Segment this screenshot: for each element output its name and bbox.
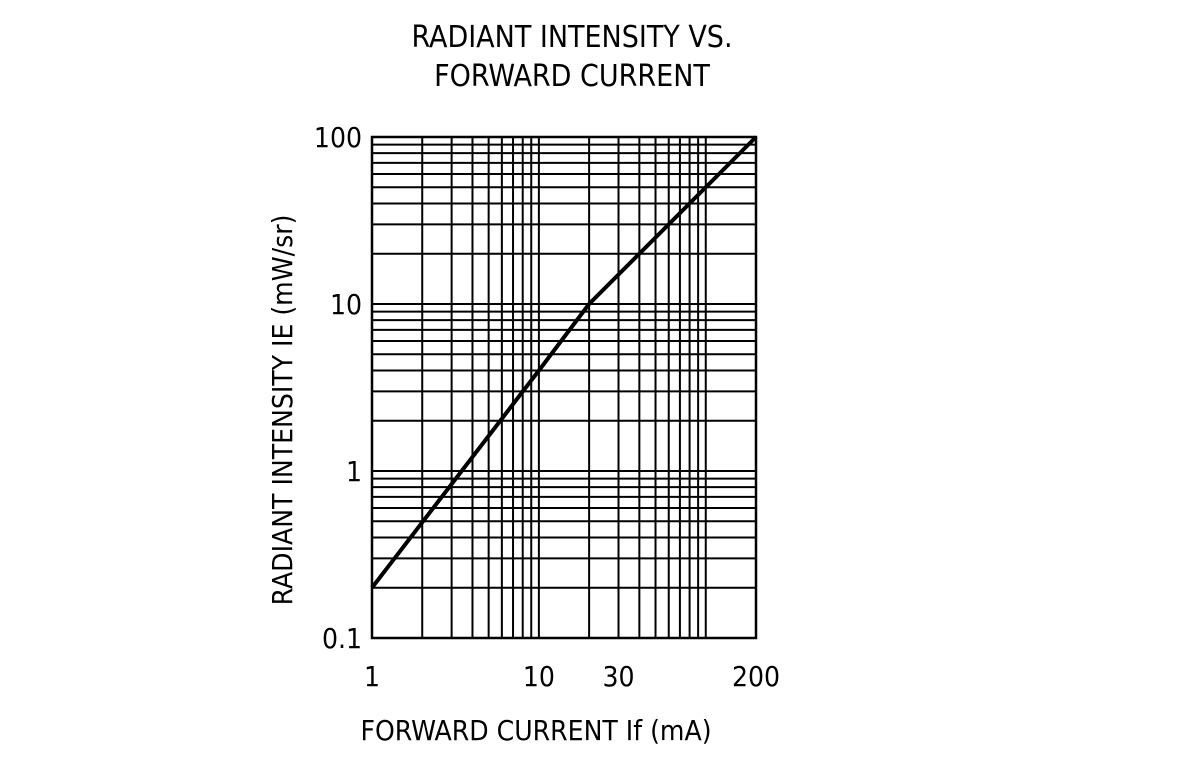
plot-frame xyxy=(370,135,758,640)
y-tick-label: 1 xyxy=(346,455,362,488)
x-tick-label: 200 xyxy=(732,660,780,693)
chart-title-line-2: FORWARD CURRENT xyxy=(434,59,710,94)
series-line-1 xyxy=(370,135,758,589)
x-tick-label: 1 xyxy=(364,660,380,693)
y-tick-label: 10 xyxy=(330,288,362,321)
x-tick-label: 10 xyxy=(523,660,555,693)
y-tick-label: 0.1 xyxy=(322,622,362,655)
x-tick-label: 30 xyxy=(602,660,634,693)
grid xyxy=(372,137,756,638)
series-layer xyxy=(370,135,758,589)
x-axis-label: FORWARD CURRENT If (mA) xyxy=(360,714,711,747)
chart-title-line-1: RADIANT INTENSITY VS. xyxy=(411,20,732,55)
y-axis-label: RADIANT INTENSITY IE (mW/sr) xyxy=(266,215,299,606)
y-tick-label: 100 xyxy=(314,121,362,154)
